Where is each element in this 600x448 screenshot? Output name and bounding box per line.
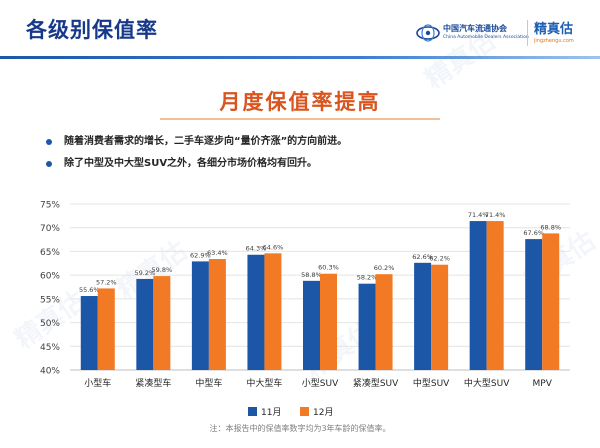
- caada-emblem-icon: [416, 24, 440, 42]
- bar: [542, 233, 560, 370]
- data-label: 62.2%: [429, 255, 450, 263]
- bar: [264, 253, 282, 370]
- x-tick-label: 小型SUV: [302, 378, 339, 389]
- jingzhengu-logo: 精真估 jingzhengu.com: [534, 18, 596, 48]
- bar: [469, 221, 487, 370]
- data-label: 59.8%: [152, 266, 173, 274]
- data-label: 59.2%: [135, 269, 156, 277]
- bullet-text: 随着消费者需求的增长，二手车逐步向“量价齐涨”的方向前进。: [64, 136, 348, 147]
- data-label: 64.3%: [246, 245, 267, 253]
- data-label: 71.4%: [468, 211, 489, 219]
- bullet-dot: [46, 161, 52, 167]
- chart-note: 注：本报告中的保值率数字均为3年车龄的保值率。: [209, 423, 390, 433]
- section-title: 月度保值率提高: [219, 90, 381, 114]
- bullet-list: 随着消费者需求的增长，二手车逐步向“量价齐涨”的方向前进。 除了中型及中大型SU…: [44, 134, 584, 178]
- bar: [136, 278, 154, 370]
- x-tick-label: 小型车: [84, 377, 111, 389]
- caada-logo-cn: 中国汽车流通协会: [443, 24, 507, 33]
- bar: [153, 276, 171, 370]
- y-tick-label: 55%: [40, 295, 60, 305]
- legend-swatch: [300, 407, 309, 416]
- x-tick-label: 中型SUV: [413, 377, 450, 389]
- data-label: 60.2%: [374, 264, 395, 272]
- legend-swatch: [248, 407, 257, 416]
- bar: [414, 262, 432, 370]
- bar: [80, 296, 98, 370]
- bar: [303, 280, 320, 370]
- y-tick-label: 65%: [40, 248, 60, 258]
- y-tick-label: 60%: [40, 272, 60, 282]
- bar: [97, 288, 115, 370]
- bar: [208, 259, 226, 370]
- data-label: 71.4%: [485, 211, 506, 219]
- y-tick-label: 45%: [40, 343, 60, 353]
- x-tick-label: 紧凑型车: [135, 377, 171, 389]
- bar: [431, 264, 449, 370]
- x-tick-label: 中大型车: [246, 377, 282, 389]
- retention-rate-chart: 40% 45% 50% 55% 60% 65% 70% 75% 55.6%57.2% 小型车 59.…: [40, 201, 570, 433]
- x-tick-label: MPV: [533, 379, 553, 389]
- bullet-dot: [46, 139, 52, 145]
- data-label: 64.6%: [263, 243, 284, 251]
- page-title: 各级别保值率: [26, 18, 158, 42]
- bar: [247, 254, 265, 370]
- x-tick-label: 中大型SUV: [464, 377, 510, 389]
- legend-label: 12月: [313, 407, 333, 418]
- data-label: 57.2%: [96, 278, 117, 286]
- data-label: 58.2%: [357, 274, 378, 282]
- data-label: 62.9%: [190, 251, 211, 259]
- data-label: 60.3%: [318, 264, 339, 272]
- bar: [375, 274, 393, 370]
- data-label: 62.6%: [412, 253, 433, 261]
- x-tick-label: 中型车: [195, 377, 222, 389]
- data-label: 67.6%: [523, 229, 544, 237]
- header: 各级别保值率 中国汽车流通协会 China Automobile Dealers…: [0, 0, 600, 62]
- data-label: 58.8%: [301, 271, 322, 279]
- logo-divider: [527, 20, 528, 46]
- y-tick-label: 40%: [40, 367, 60, 377]
- legend-label: 11月: [261, 407, 281, 418]
- bar: [320, 273, 337, 370]
- title-underline: [0, 56, 600, 59]
- bar: [525, 239, 543, 370]
- section-title-rule: [160, 118, 440, 120]
- bullet-text: 除了中型及中大型SUV之外，各细分市场价格均有回升。: [64, 158, 318, 169]
- bullet-item: 除了中型及中大型SUV之外，各细分市场价格均有回升。: [44, 156, 584, 172]
- y-tick-label: 70%: [40, 224, 60, 234]
- caada-logo: 中国汽车流通协会 China Automobile Dealers Associ…: [416, 20, 529, 46]
- y-tick-label: 50%: [40, 319, 60, 329]
- bar: [486, 221, 504, 370]
- bar: [358, 283, 376, 370]
- bullet-item: 随着消费者需求的增长，二手车逐步向“量价齐涨”的方向前进。: [44, 134, 584, 150]
- data-label: 68.8%: [540, 223, 561, 231]
- bar: [191, 261, 209, 370]
- data-label: 63.4%: [207, 249, 228, 257]
- caada-logo-en: China Automobile Dealers Association: [443, 35, 529, 40]
- data-label: 55.6%: [79, 286, 100, 294]
- jingzhengu-logo-url: jingzhengu.com: [534, 38, 574, 44]
- y-tick-label: 75%: [40, 201, 60, 211]
- x-tick-label: 紧凑型SUV: [353, 377, 399, 389]
- jingzhengu-logo-cn: 精真估: [534, 22, 574, 37]
